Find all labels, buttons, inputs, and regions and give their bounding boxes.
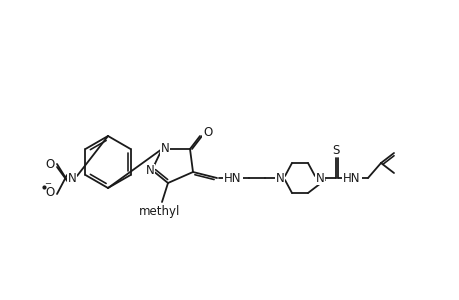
Text: O: O: [203, 127, 212, 140]
Text: N: N: [275, 172, 284, 184]
Text: N: N: [315, 172, 324, 184]
Text: methyl: methyl: [139, 206, 180, 218]
Text: HN: HN: [342, 172, 360, 184]
Text: N: N: [146, 164, 154, 178]
Text: S: S: [331, 143, 339, 157]
Text: −: −: [45, 179, 51, 188]
Text: O: O: [45, 158, 55, 172]
Text: HN: HN: [224, 172, 241, 184]
Text: O: O: [45, 185, 55, 199]
Text: N: N: [160, 142, 169, 155]
Text: N: N: [67, 172, 76, 184]
